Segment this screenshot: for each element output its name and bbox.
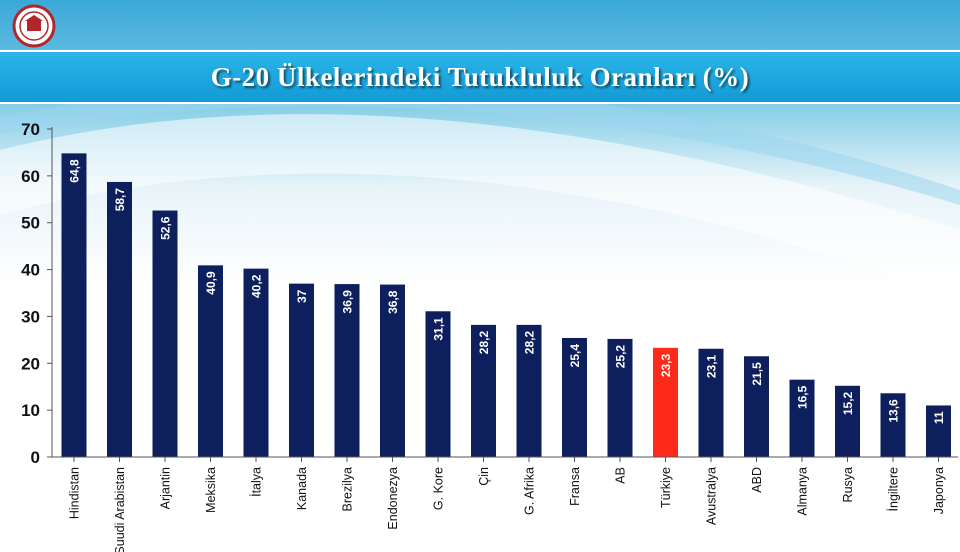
- x-tick-label: ABD: [750, 467, 764, 493]
- y-tick-label: 20: [21, 354, 40, 373]
- bar-13: [653, 347, 678, 457]
- bar-8: [425, 311, 451, 457]
- y-tick-label: 70: [21, 120, 40, 139]
- bar-4: [243, 268, 269, 457]
- bar-1: [107, 181, 132, 457]
- data-label: 52,6: [159, 216, 173, 240]
- data-label: 31,1: [432, 317, 446, 341]
- x-tick-label: Endonezya: [386, 467, 400, 530]
- data-label: 40,2: [250, 274, 264, 298]
- y-tick-label: 0: [31, 448, 40, 467]
- y-axis: 0 10 20 30 40 50 60 70: [21, 120, 53, 467]
- x-tick-label: Almanya: [796, 467, 810, 516]
- bar-12: [607, 338, 633, 457]
- x-tick-label: Suudi Arabistan: [113, 467, 127, 552]
- bar-9: [471, 324, 496, 457]
- x-tick-label: İtalya: [250, 467, 264, 497]
- bar-7: [380, 284, 405, 457]
- bar-15: [744, 356, 769, 457]
- bar-3: [198, 265, 223, 457]
- x-tick-label: İngiltere: [887, 467, 901, 512]
- data-label: 40,9: [204, 271, 218, 295]
- data-label: 11: [932, 411, 946, 424]
- title-bar: G-20 Ülkelerindeki Tutukluluk Oranları (…: [0, 50, 960, 104]
- x-tick-label: Avustralya: [705, 467, 719, 525]
- data-label: 64,8: [68, 159, 82, 183]
- institution-seal-icon: [8, 4, 60, 48]
- x-tick-label: Fransa: [568, 467, 582, 506]
- x-tick-label: G. Afrika: [523, 467, 537, 515]
- bar-10: [516, 324, 542, 457]
- data-label: 25,4: [568, 344, 582, 368]
- x-tick-label: AB: [614, 467, 628, 484]
- data-label: 23,3: [659, 354, 673, 378]
- y-tick-label: 60: [21, 167, 40, 186]
- data-label: 25,2: [614, 345, 628, 369]
- bar-2: [152, 210, 178, 457]
- bar-17: [835, 385, 860, 457]
- y-tick-label: 30: [21, 307, 40, 326]
- x-tick-label: Türkiye: [659, 467, 673, 508]
- page-title: G-20 Ülkelerindeki Tutukluluk Oranları (…: [210, 61, 750, 92]
- x-axis: Hindistan Suudi Arabistan Arjantin Meksika İ…: [52, 456, 958, 552]
- bar-14: [698, 348, 724, 457]
- data-labels: 64,8 58,7 52,6 40,9 40,2 37 36,9 36,8 31,1 28,2 28…: [68, 159, 947, 424]
- bar-16: [789, 379, 815, 457]
- x-tick-label: Çin: [477, 467, 491, 486]
- x-tick-label: Japonya: [932, 467, 946, 514]
- x-tick-label: Meksika: [204, 467, 218, 513]
- data-label: 36,8: [386, 290, 400, 314]
- y-tick-label: 40: [21, 261, 40, 280]
- data-label: 15,2: [841, 391, 855, 415]
- data-label: 36,9: [341, 290, 355, 314]
- x-tick-label: Arjantin: [159, 467, 173, 509]
- bar-19: [926, 405, 951, 457]
- y-tick-label: 10: [21, 401, 40, 420]
- bar-5: [289, 283, 314, 457]
- data-label: 58,7: [113, 188, 127, 212]
- x-tick-label: Brezilya: [341, 467, 355, 512]
- bar-11: [562, 337, 587, 457]
- bars: [61, 153, 951, 457]
- bar-6: [334, 284, 360, 457]
- x-tick-label: Rusya: [841, 467, 855, 502]
- bar-0: [61, 153, 87, 457]
- data-label: 13,6: [887, 399, 901, 423]
- data-label: 28,2: [477, 331, 491, 355]
- x-tick-label: G. Kore: [432, 467, 446, 510]
- data-label: 21,5: [750, 362, 764, 386]
- y-tick-label: 50: [21, 214, 40, 233]
- data-label: 37: [295, 289, 309, 303]
- x-tick-label: Hindistan: [68, 467, 82, 519]
- data-label: 16,5: [796, 385, 810, 409]
- data-label: 28,2: [523, 331, 537, 355]
- x-tick-label: Kanada: [295, 467, 309, 510]
- data-label: 23,1: [705, 354, 719, 378]
- bar-18: [880, 393, 906, 457]
